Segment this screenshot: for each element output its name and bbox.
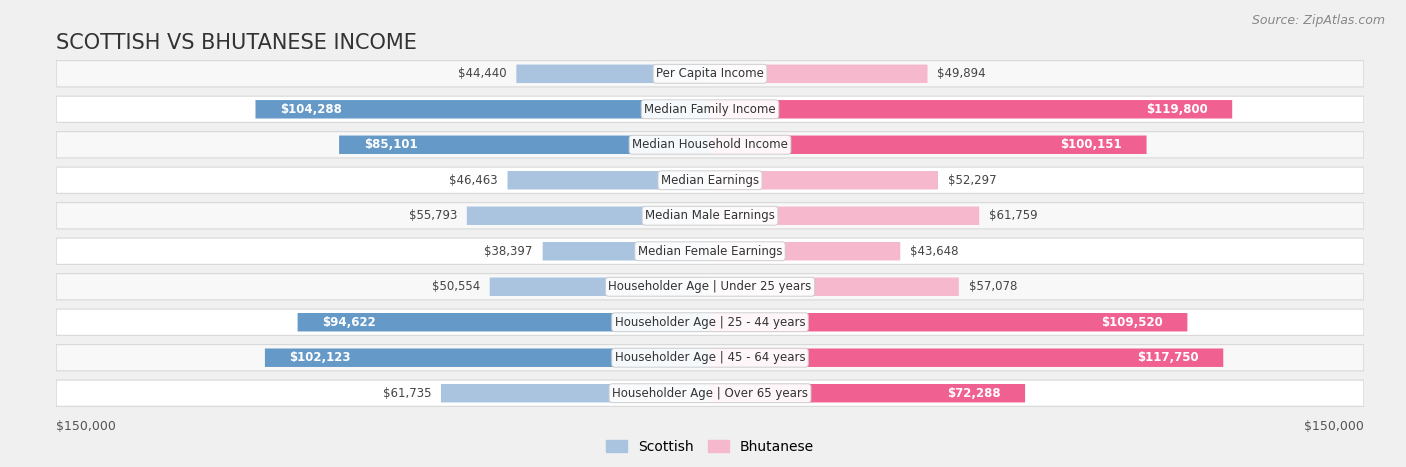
- FancyBboxPatch shape: [508, 171, 710, 190]
- Text: $94,622: $94,622: [322, 316, 375, 329]
- Text: $150,000: $150,000: [56, 420, 117, 433]
- FancyBboxPatch shape: [56, 61, 1364, 87]
- Text: $117,750: $117,750: [1137, 351, 1199, 364]
- Text: $38,397: $38,397: [485, 245, 533, 258]
- Text: Householder Age | Under 25 years: Householder Age | Under 25 years: [609, 280, 811, 293]
- FancyBboxPatch shape: [710, 242, 900, 261]
- FancyBboxPatch shape: [298, 313, 710, 332]
- Text: $43,648: $43,648: [910, 245, 959, 258]
- Text: $61,759: $61,759: [988, 209, 1038, 222]
- FancyBboxPatch shape: [710, 384, 1025, 403]
- FancyBboxPatch shape: [467, 206, 710, 225]
- Text: Per Capita Income: Per Capita Income: [657, 67, 763, 80]
- Text: $85,101: $85,101: [364, 138, 418, 151]
- FancyBboxPatch shape: [710, 206, 979, 225]
- FancyBboxPatch shape: [56, 132, 1364, 158]
- Text: $100,151: $100,151: [1060, 138, 1122, 151]
- Legend: Scottish, Bhutanese: Scottish, Bhutanese: [606, 440, 814, 454]
- Text: Median Household Income: Median Household Income: [633, 138, 787, 151]
- Text: Householder Age | 45 - 64 years: Householder Age | 45 - 64 years: [614, 351, 806, 364]
- FancyBboxPatch shape: [710, 277, 959, 296]
- Text: $72,288: $72,288: [948, 387, 1001, 400]
- FancyBboxPatch shape: [56, 238, 1364, 264]
- FancyBboxPatch shape: [516, 64, 710, 83]
- FancyBboxPatch shape: [56, 96, 1364, 122]
- FancyBboxPatch shape: [56, 309, 1364, 335]
- FancyBboxPatch shape: [710, 64, 928, 83]
- Text: $104,288: $104,288: [280, 103, 342, 116]
- FancyBboxPatch shape: [489, 277, 710, 296]
- Text: $49,894: $49,894: [938, 67, 986, 80]
- Text: SCOTTISH VS BHUTANESE INCOME: SCOTTISH VS BHUTANESE INCOME: [56, 33, 418, 53]
- Text: $109,520: $109,520: [1101, 316, 1163, 329]
- FancyBboxPatch shape: [339, 135, 710, 154]
- Text: Median Family Income: Median Family Income: [644, 103, 776, 116]
- FancyBboxPatch shape: [441, 384, 710, 403]
- Text: $150,000: $150,000: [1303, 420, 1364, 433]
- FancyBboxPatch shape: [56, 380, 1364, 406]
- FancyBboxPatch shape: [256, 100, 710, 119]
- FancyBboxPatch shape: [710, 100, 1232, 119]
- Text: Median Female Earnings: Median Female Earnings: [638, 245, 782, 258]
- FancyBboxPatch shape: [710, 171, 938, 190]
- FancyBboxPatch shape: [56, 167, 1364, 193]
- Text: $46,463: $46,463: [449, 174, 498, 187]
- Text: $102,123: $102,123: [290, 351, 352, 364]
- Text: $57,078: $57,078: [969, 280, 1017, 293]
- Text: $55,793: $55,793: [409, 209, 457, 222]
- Text: Householder Age | 25 - 44 years: Householder Age | 25 - 44 years: [614, 316, 806, 329]
- Text: Householder Age | Over 65 years: Householder Age | Over 65 years: [612, 387, 808, 400]
- Text: $44,440: $44,440: [458, 67, 506, 80]
- Text: $61,735: $61,735: [382, 387, 432, 400]
- Text: $50,554: $50,554: [432, 280, 479, 293]
- FancyBboxPatch shape: [56, 345, 1364, 371]
- FancyBboxPatch shape: [710, 135, 1146, 154]
- Text: $119,800: $119,800: [1146, 103, 1208, 116]
- FancyBboxPatch shape: [56, 274, 1364, 300]
- FancyBboxPatch shape: [710, 313, 1188, 332]
- Text: Source: ZipAtlas.com: Source: ZipAtlas.com: [1251, 14, 1385, 27]
- Text: Median Male Earnings: Median Male Earnings: [645, 209, 775, 222]
- Text: $52,297: $52,297: [948, 174, 997, 187]
- FancyBboxPatch shape: [543, 242, 710, 261]
- FancyBboxPatch shape: [710, 348, 1223, 367]
- FancyBboxPatch shape: [264, 348, 710, 367]
- Text: Median Earnings: Median Earnings: [661, 174, 759, 187]
- FancyBboxPatch shape: [56, 203, 1364, 229]
